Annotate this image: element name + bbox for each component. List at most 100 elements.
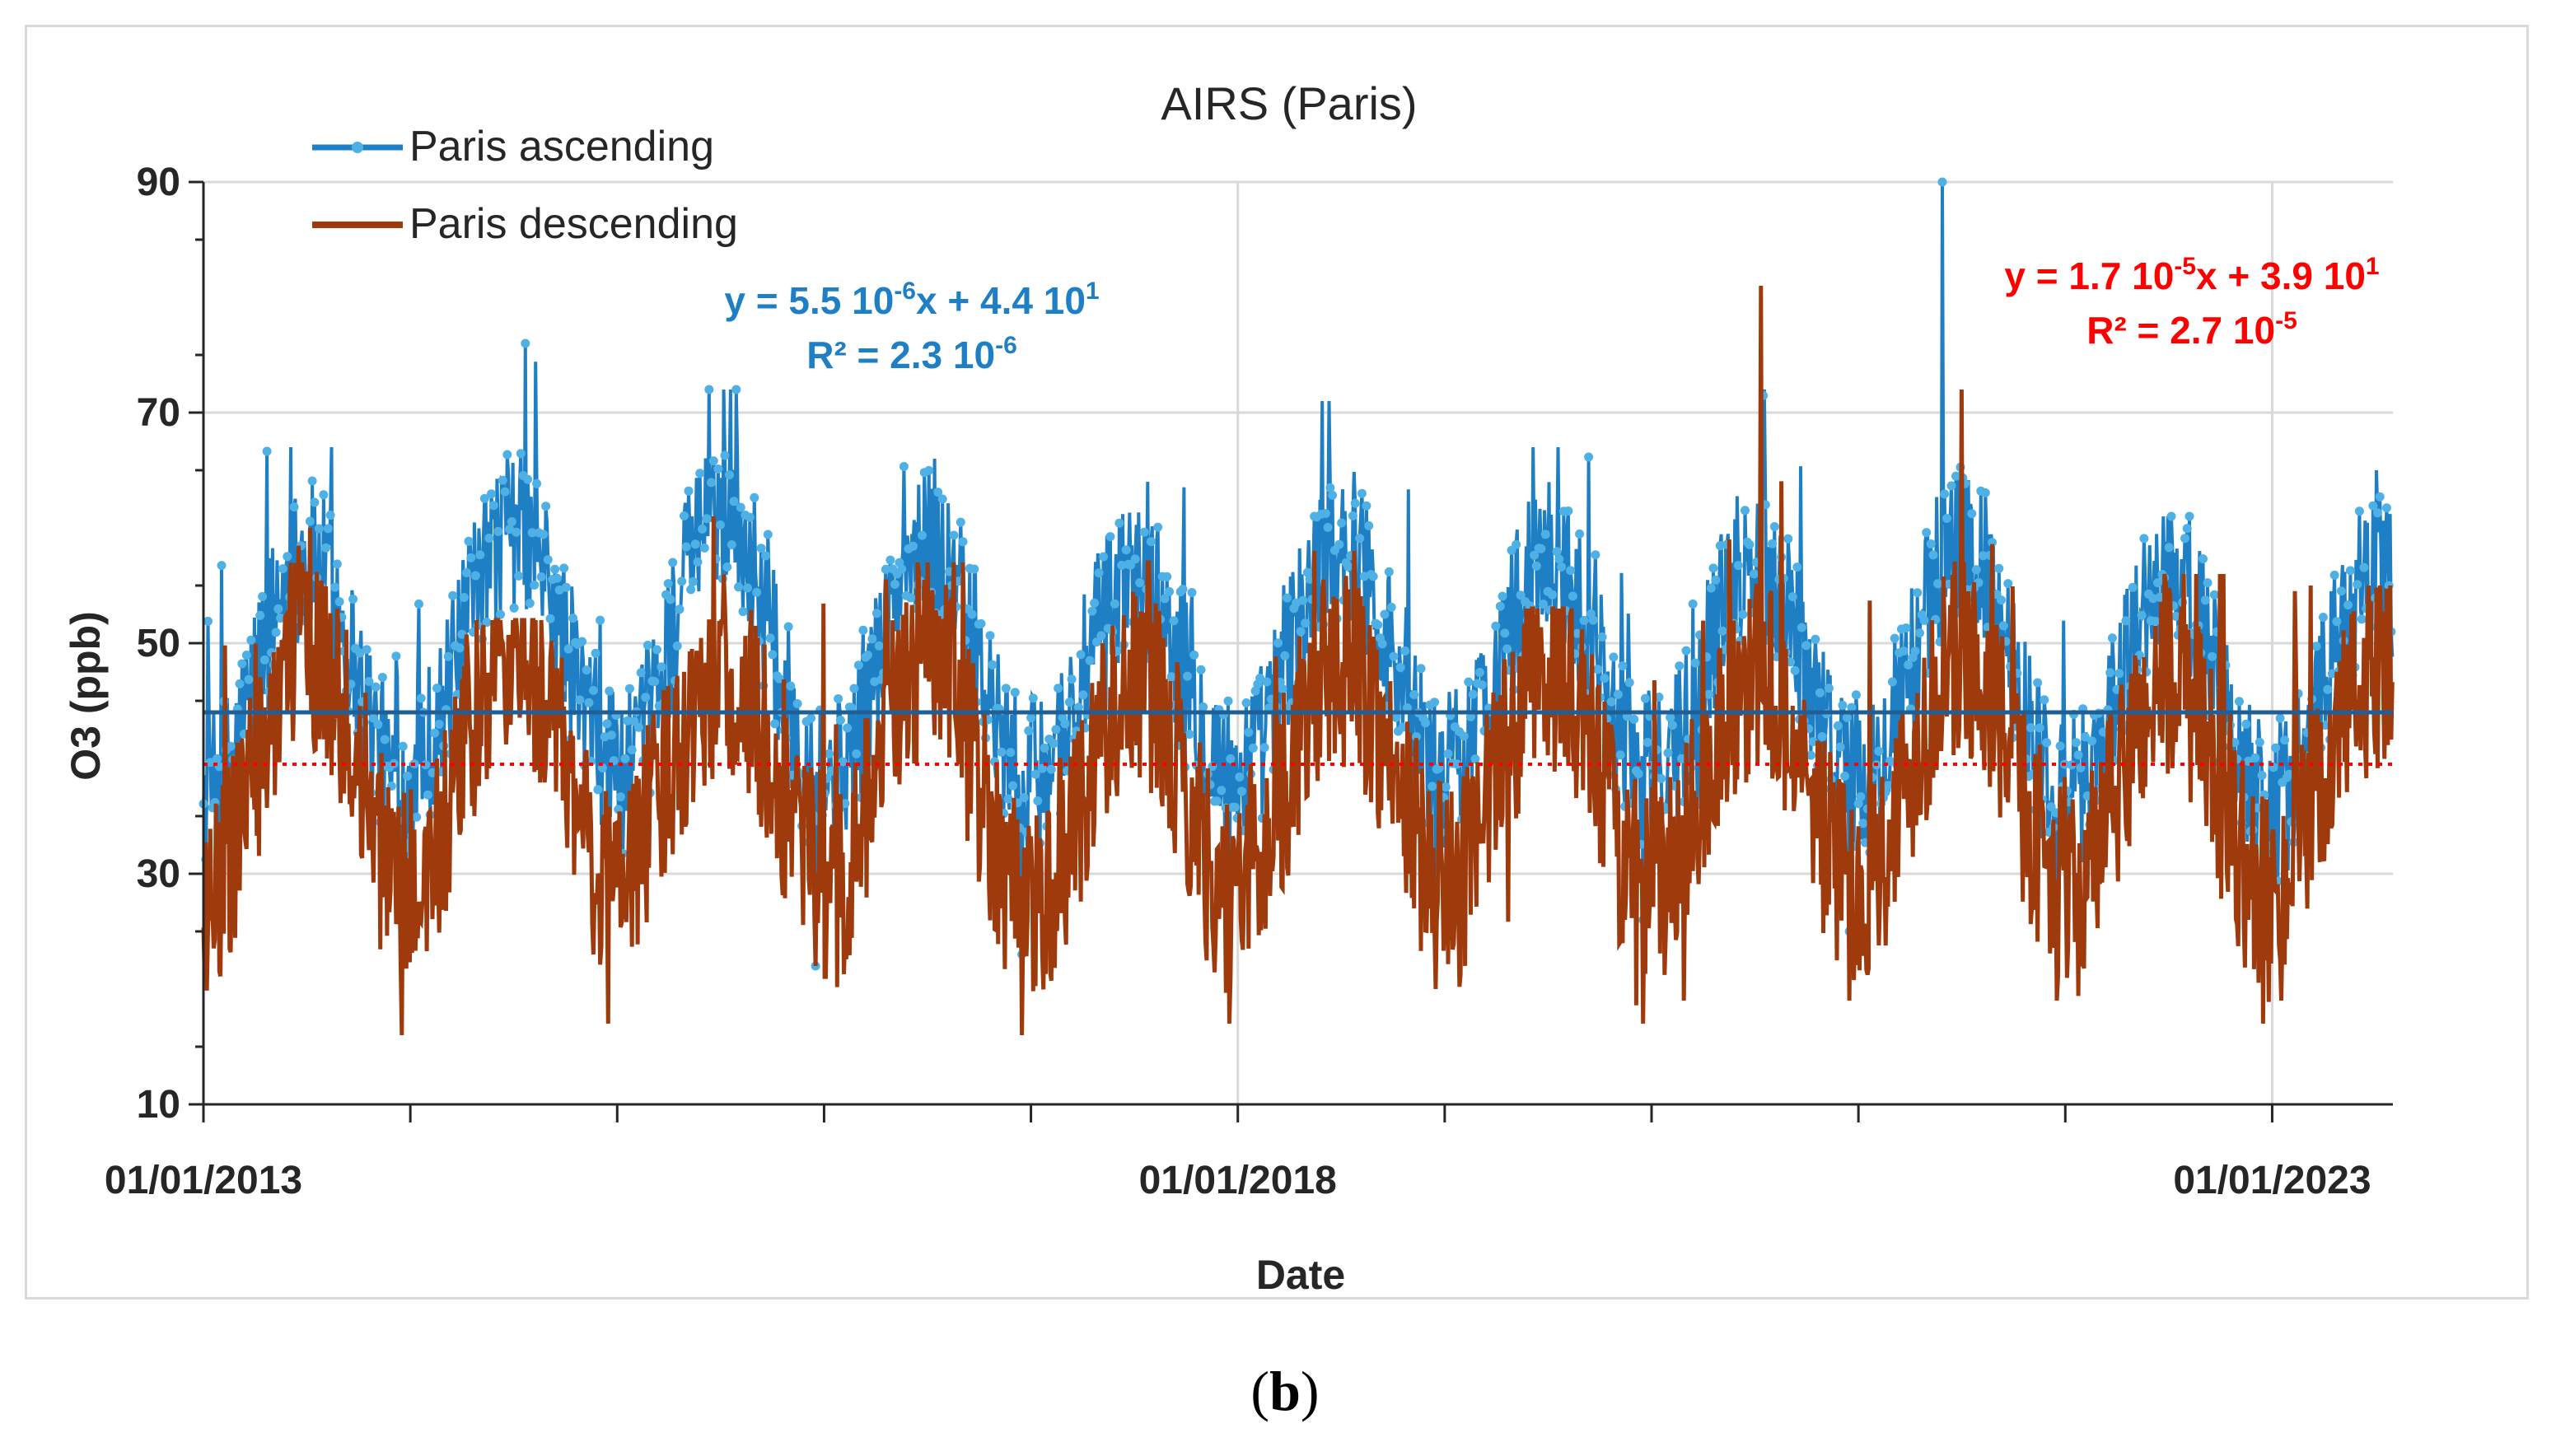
data-point-ascending: [1899, 646, 1909, 656]
data-point-ascending: [1642, 738, 1652, 747]
data-point-ascending: [918, 530, 927, 540]
data-point-ascending: [2208, 651, 2217, 661]
data-point-ascending: [1403, 703, 1412, 712]
data-point-ascending: [1046, 764, 1056, 774]
data-point-ascending: [1380, 609, 1390, 619]
data-point-ascending: [2035, 723, 2044, 733]
data-point-ascending: [1704, 689, 1713, 699]
data-point-ascending: [2280, 735, 2290, 745]
data-point-ascending: [668, 558, 678, 567]
data-point-ascending: [792, 699, 802, 708]
data-point-ascending: [2203, 578, 2213, 588]
data-point-ascending: [2182, 524, 2192, 534]
data-point-ascending: [509, 603, 519, 613]
data-point-ascending: [582, 665, 591, 675]
data-point-ascending: [1028, 693, 1038, 703]
data-point-ascending: [466, 553, 476, 562]
data-point-ascending: [874, 641, 884, 651]
data-point-ascending: [588, 685, 598, 695]
data-point-ascending: [523, 474, 533, 484]
data-point-ascending: [205, 758, 215, 768]
data-point-ascending: [460, 593, 469, 602]
data-point-ascending: [1808, 737, 1818, 747]
data-point-ascending: [1033, 796, 1043, 805]
data-point-ascending: [642, 641, 652, 650]
data-point-ascending: [1078, 690, 1088, 700]
data-point-ascending: [1373, 620, 1383, 630]
data-point-ascending: [1006, 748, 1016, 758]
chart-frame: 10 30 50 70 90 01/01/2013 01/01/2018 01/01/2023…: [25, 25, 2529, 1300]
data-point-ascending: [1951, 471, 1960, 481]
data-point-ascending: [1421, 718, 1430, 728]
data-point-ascending: [487, 489, 496, 499]
data-point-ascending: [2199, 554, 2208, 564]
data-point-ascending: [321, 543, 331, 553]
data-point-ascending: [602, 719, 612, 729]
data-point-ascending: [563, 644, 573, 654]
data-point-ascending: [530, 581, 540, 590]
data-point-ascending: [1241, 698, 1251, 707]
data-point-ascending: [684, 486, 694, 496]
data-point-ascending: [1919, 615, 1929, 625]
data-point-ascending: [1971, 565, 1981, 575]
data-point-ascending: [498, 475, 507, 485]
data-point-ascending: [666, 595, 675, 604]
data-point-ascending: [1135, 578, 1145, 588]
data-point-ascending: [1064, 698, 1074, 707]
data-point-ascending: [1217, 786, 1227, 796]
data-point-ascending: [1262, 677, 1272, 687]
data-point-ascending: [2332, 617, 2342, 627]
data-point-ascending: [1237, 786, 1246, 796]
data-point-ascending: [1153, 522, 1163, 532]
y-tick-label: 10: [137, 1083, 180, 1127]
data-point-ascending: [1745, 539, 1755, 549]
data-point-ascending: [1001, 684, 1011, 693]
data-point-ascending: [1824, 684, 1834, 693]
data-point-ascending: [1629, 714, 1639, 724]
data-point-ascending: [2209, 590, 2219, 600]
data-point-ascending: [2353, 580, 2362, 590]
data-point-ascending: [2343, 600, 2353, 610]
axes-layer: 10 30 50 70 90 01/01/2013 01/01/2018 01/01/2023: [105, 161, 2393, 1202]
data-point-ascending: [909, 541, 918, 551]
data-point-ascending: [1301, 618, 1311, 628]
data-point-ascending: [541, 502, 551, 511]
data-point-ascending: [364, 677, 374, 686]
data-point-ascending: [276, 614, 286, 623]
data-point-ascending: [1768, 539, 1778, 548]
series-line-descending: [201, 285, 2395, 1036]
y-tick-label: 70: [137, 391, 180, 435]
series-layer: [199, 177, 2396, 1036]
data-point-ascending: [452, 689, 462, 699]
data-point-ascending: [1946, 481, 1956, 491]
data-point-ascending: [464, 536, 474, 546]
data-point-ascending: [1656, 773, 1666, 783]
data-point-ascending: [1979, 551, 1988, 561]
data-point-ascending: [1539, 600, 1549, 609]
data-point-ascending: [862, 651, 872, 660]
data-point-ascending: [403, 771, 413, 781]
data-point-ascending: [1815, 688, 1825, 698]
data-point-ascending: [615, 792, 625, 802]
data-point-ascending: [1835, 742, 1845, 752]
data-point-ascending: [1323, 522, 1333, 532]
data-point-ascending: [738, 607, 748, 617]
data-point-ascending: [203, 616, 213, 626]
data-point-ascending: [2329, 570, 2339, 580]
data-point-ascending: [2139, 534, 2149, 544]
data-point-ascending: [421, 760, 431, 770]
data-point-ascending: [1597, 632, 1607, 642]
data-point-ascending: [761, 551, 771, 561]
data-point-ascending: [1355, 534, 1365, 544]
data-point-ascending: [937, 494, 947, 504]
y-tick-label: 90: [137, 161, 180, 204]
data-point-ascending: [1459, 731, 1469, 741]
data-point-ascending: [475, 550, 485, 560]
data-point-ascending: [368, 713, 378, 723]
data-point-ascending: [1368, 572, 1378, 581]
data-point-ascending: [1162, 572, 1172, 581]
data-point-ascending: [1588, 615, 1598, 625]
data-point-ascending: [954, 576, 963, 586]
data-point-ascending: [2137, 610, 2147, 620]
data-point-ascending: [1997, 595, 2006, 605]
